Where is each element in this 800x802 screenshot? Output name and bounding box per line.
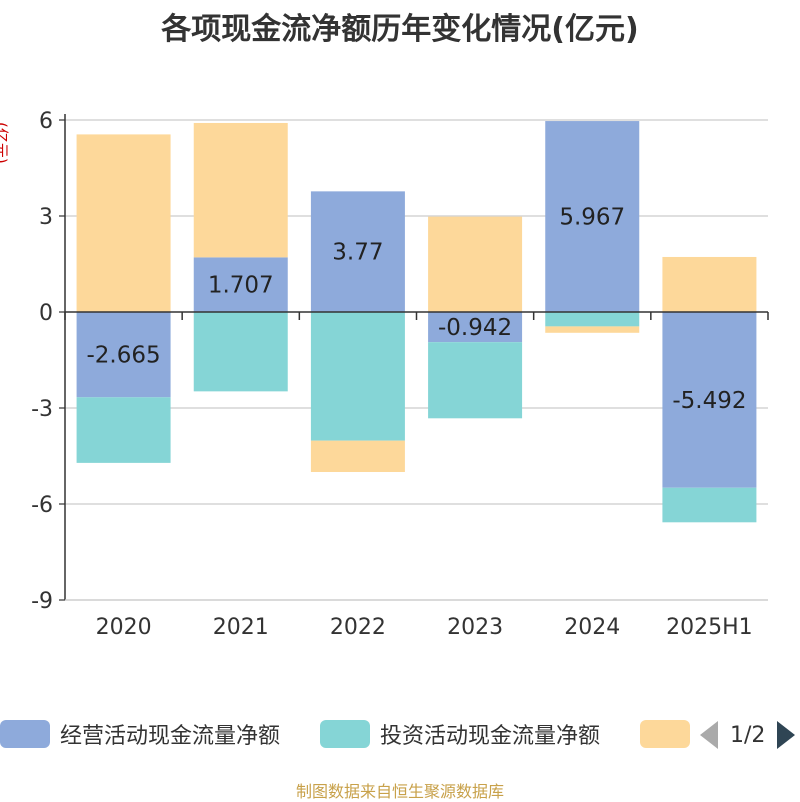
legend-item-operating[interactable]: 经营活动现金流量净额: [0, 719, 280, 749]
plot-area: 6 3 0 -3 -6 -9 -2.665 1.707 3.77 -0.942 5.967 -5.49…: [31, 109, 769, 640]
y-tick-label: 6: [39, 109, 53, 134]
legend-swatch-operating: [0, 720, 50, 748]
bar-financing: [545, 326, 640, 333]
x-tick-label: 2023: [447, 615, 503, 640]
bar-financing: [428, 216, 523, 312]
y-tick-label: 3: [39, 205, 53, 230]
bar-financing: [76, 134, 171, 312]
legend-item-financing[interactable]: [640, 719, 690, 749]
x-tick-label: 2022: [330, 615, 386, 640]
bar-investing: [193, 312, 288, 392]
bar-financing: [662, 256, 757, 312]
y-tick-label: -9: [31, 589, 53, 614]
legend-prev-page-icon[interactable]: [700, 721, 718, 749]
legend-swatch-financing: [640, 720, 690, 748]
bar-operating: [193, 257, 288, 312]
bar-operating: [76, 312, 171, 398]
bar-financing: [193, 122, 288, 258]
data-label: -0.942: [438, 315, 512, 341]
bar-operating: [310, 191, 405, 312]
bar-operating: [428, 312, 523, 343]
bar-investing: [428, 342, 523, 419]
legend-next-page-icon[interactable]: [777, 721, 796, 749]
legend-swatch-investing: [320, 720, 370, 748]
bar-operating: [662, 312, 757, 488]
bar-operating: [545, 121, 640, 312]
x-tick-label: 2024: [564, 615, 620, 640]
y-tick-label: 0: [39, 301, 53, 326]
y-tick-label: -3: [31, 397, 53, 422]
y-tick-label: -6: [31, 493, 53, 518]
data-label: 1.707: [208, 273, 274, 299]
bar-investing: [662, 487, 757, 523]
legend-label-operating: 经营活动现金流量净额: [60, 724, 281, 749]
bar-investing: [310, 312, 405, 441]
source-note: 制图数据来自恒生聚源数据库: [295, 782, 504, 801]
legend-pager: 1/2: [700, 718, 796, 752]
legend-label-investing: 投资活动现金流量净额: [380, 724, 601, 749]
data-label: -5.492: [672, 388, 746, 414]
x-tick-label: 2020: [96, 615, 152, 640]
data-label: 3.77: [332, 240, 383, 266]
bar-financing: [310, 440, 405, 472]
data-label: -2.665: [87, 343, 161, 369]
chart-title: 各项现金流净额历年变化情况(亿元): [161, 12, 639, 47]
legend-item-investing[interactable]: 投资活动现金流量净额: [320, 719, 600, 749]
legend: 经营活动现金流量净额 投资活动现金流量净额: [0, 716, 800, 756]
x-tick-label: 2021: [213, 615, 269, 640]
data-label: 5.967: [559, 205, 625, 231]
legend-page-indicator: 1/2: [730, 722, 766, 748]
bar-investing: [76, 397, 171, 463]
bar-investing: [545, 312, 640, 327]
x-tick-label: 2025H1: [666, 615, 753, 640]
